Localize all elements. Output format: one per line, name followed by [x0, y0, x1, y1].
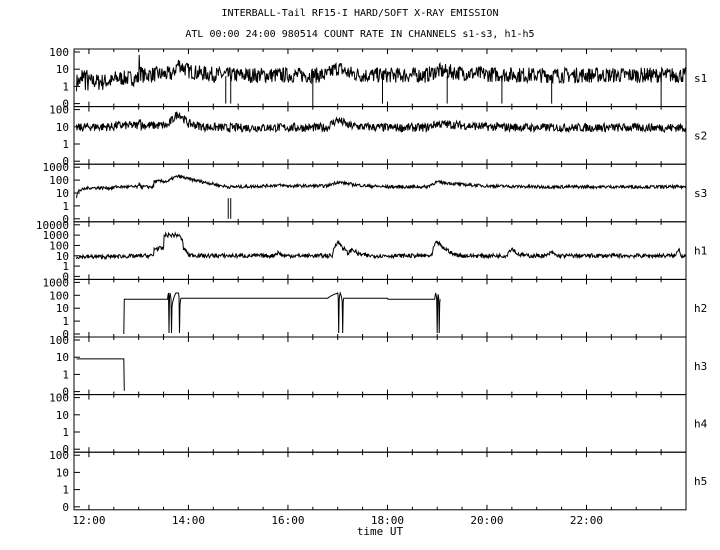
panel-frame-h3	[73, 336, 687, 396]
panel-frame-s3	[73, 163, 687, 223]
y-tick-label: 1	[62, 260, 69, 273]
y-tick-label: 0	[62, 98, 69, 111]
x-tick-label: 22:00	[570, 514, 603, 527]
x-tick-label: 12:00	[72, 514, 105, 527]
channel-label-h3: h3	[694, 360, 707, 373]
y-tick-label: 0	[62, 386, 69, 399]
series-line-h1	[76, 231, 687, 261]
channel-label-h5: h5	[694, 475, 707, 488]
channel-label-s1: s1	[694, 72, 707, 85]
y-tick-label: 0	[62, 443, 69, 456]
y-tick-label: 10	[56, 409, 69, 422]
y-tick-label: 100	[49, 174, 69, 187]
y-tick-label: 10	[56, 121, 69, 134]
panel-frame-h4	[73, 394, 687, 453]
panel-frame-h5	[73, 451, 687, 511]
x-tick-label: 20:00	[470, 514, 503, 527]
y-tick-label: 10	[56, 466, 69, 479]
x-tick-label: 18:00	[371, 514, 404, 527]
chart-subtitle: ATL 00:00 24:00 980514 COUNT RATE IN CHA…	[185, 29, 535, 40]
y-tick-label: 10	[56, 187, 69, 200]
y-tick-label: 10	[56, 250, 69, 263]
y-tick-label: 1000	[43, 161, 70, 174]
y-tick-label: 1	[62, 80, 69, 93]
y-tick-label: 0	[62, 501, 69, 514]
y-tick-label: 1000	[43, 276, 70, 289]
y-tick-label: 100	[49, 334, 69, 347]
y-tick-label: 10	[56, 63, 69, 76]
y-tick-label: 100	[49, 104, 69, 117]
panel-frame-h1	[73, 221, 687, 280]
series-line-s1	[76, 54, 687, 92]
y-tick-label: 10	[56, 351, 69, 364]
y-tick-label: 1	[62, 138, 69, 151]
y-tick-label: 100	[49, 289, 69, 302]
x-axis-label: time UT	[357, 525, 404, 538]
y-tick-label: 1	[62, 315, 69, 328]
y-tick-label: 0	[62, 270, 69, 283]
y-tick-label: 1	[62, 200, 69, 213]
x-tick-label: 16:00	[271, 514, 304, 527]
series-line-s2	[76, 111, 687, 134]
y-tick-label: 1	[62, 368, 69, 381]
series-line-s3	[76, 174, 687, 198]
series-line-h3	[76, 358, 125, 391]
panel-frame-h2	[73, 278, 687, 338]
chart-title: INTERBALL-Tail RF15-I HARD/SOFT X-RAY EM…	[221, 8, 499, 19]
y-tick-label: 1	[62, 426, 69, 439]
channel-label-h2: h2	[694, 302, 707, 315]
series-line-h2	[123, 291, 441, 335]
y-tick-label: 0	[62, 213, 69, 226]
channel-label-h4: h4	[694, 417, 708, 430]
channel-label-s2: s2	[694, 129, 707, 142]
channel-label-h1: h1	[694, 245, 707, 258]
y-tick-label: 10000	[36, 219, 69, 232]
y-tick-label: 0	[62, 328, 69, 341]
y-tick-label: 0	[62, 155, 69, 168]
x-tick-label: 14:00	[172, 514, 205, 527]
panel-frame-s2	[73, 106, 687, 165]
y-tick-label: 10	[56, 302, 69, 315]
y-tick-label: 1	[62, 484, 69, 497]
y-tick-label: 100	[49, 449, 69, 462]
y-tick-label: 100	[49, 392, 69, 405]
channel-label-s3: s3	[694, 187, 707, 200]
y-tick-label: 1000	[43, 229, 70, 242]
y-tick-label: 100	[49, 239, 69, 252]
y-tick-label: 100	[49, 46, 69, 59]
